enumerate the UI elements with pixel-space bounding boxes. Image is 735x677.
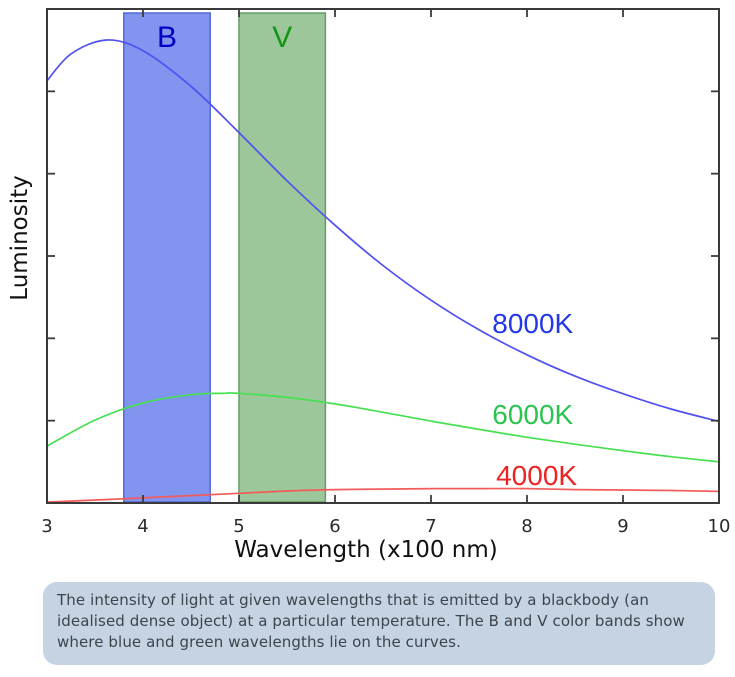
caption-box: The intensity of light at given waveleng… [43,582,715,665]
band-V [238,12,327,503]
x-tick-label-8: 8 [521,516,532,537]
y-axis-title: Luminosity [7,175,33,300]
labels-layer: Wavelength (x100 nm) Luminosity 3 4 5 6 7 8 9 1… [7,175,730,563]
x-tick-label-10: 10 [708,516,731,537]
curve-label-8000K: 8000K [492,308,573,339]
x-tick-label-5: 5 [233,516,244,537]
x-axis-title: Wavelength (x100 nm) [234,537,498,563]
caption-text: The intensity of light at given waveleng… [57,591,685,651]
curve-6000K [46,392,720,463]
curve-label-6000K: 6000K [492,399,573,430]
curves-layer: 8000K 6000K 4000K [46,39,720,503]
curve-label-4000K: 4000K [496,460,577,491]
x-tick-label-4: 4 [137,516,148,537]
x-tick-label-3: 3 [41,516,52,537]
x-tick-label-7: 7 [425,516,436,537]
band-label-V: V [272,21,292,54]
x-tick-label-9: 9 [617,516,628,537]
axes-frame-layer [46,8,720,504]
band-B [123,12,211,503]
band-label-B: B [157,21,177,54]
x-tick-label-6: 6 [329,516,340,537]
curve-8000K [46,39,720,423]
curve-4000K [46,487,720,503]
